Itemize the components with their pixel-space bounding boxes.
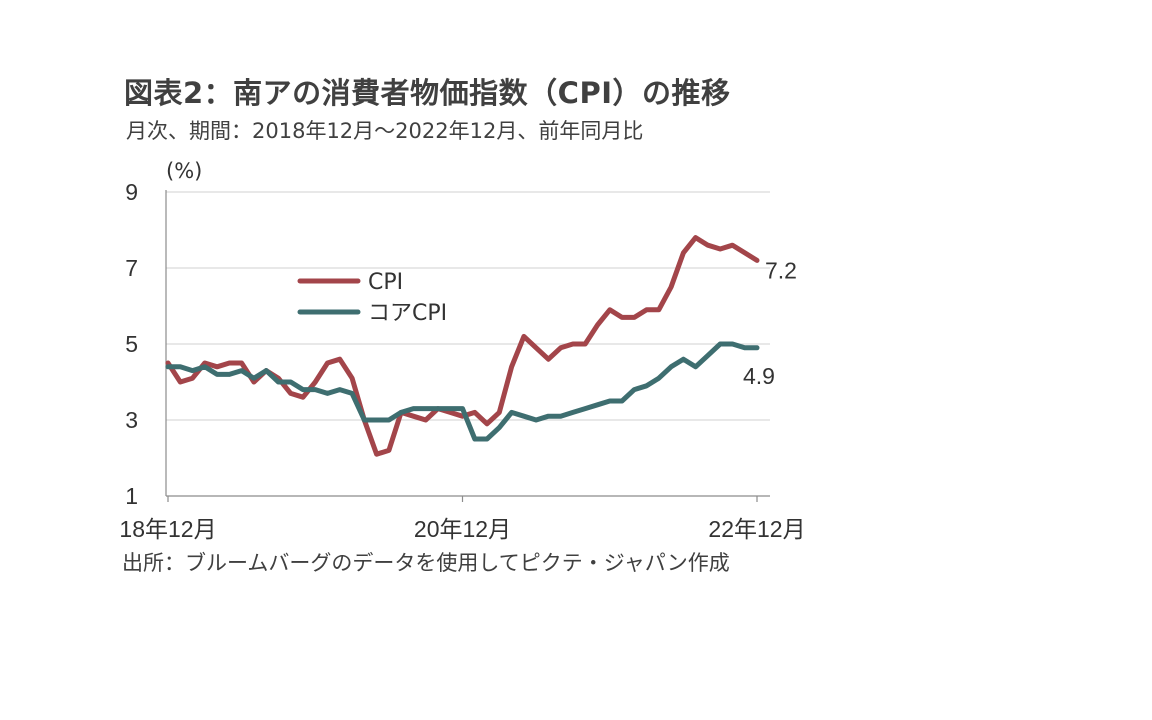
legend-label-cpi: CPI [368,270,403,295]
y-tick-labels: 1 3 5 7 9 [125,179,138,509]
legend-label-core-cpi: コアCPI [368,301,447,326]
source-note: 出所：ブルームバーグのデータを使用してピクテ・ジャパン作成 [122,551,730,575]
y-tick-9: 9 [125,179,138,205]
legend: CPI コアCPI [297,270,447,326]
end-label-core-cpi: 4.9 [743,363,775,389]
y-tick-7: 7 [125,255,138,281]
x-tick-labels: 18年12月 20年12月 22年12月 [119,516,805,542]
axes [165,190,770,502]
series-line-cpi [165,235,760,457]
y-tick-5: 5 [125,331,138,357]
gridlines [166,191,770,421]
chart-title: 図表2：南アの消費者物価指数（CPI）の推移 [124,76,731,110]
end-value-labels: 7.2 4.9 [743,257,797,388]
x-tick-label-2018-12: 18年12月 [119,516,216,542]
end-label-cpi: 7.2 [765,257,797,283]
x-tick-label-2022-12: 22年12月 [708,516,805,542]
y-tick-3: 3 [125,407,138,433]
chart-subtitle: 月次、期間：2018年12月～2022年12月、前年同月比 [126,119,644,143]
x-tick-label-2020-12: 20年12月 [414,516,511,542]
y-axis-unit-label: (%) [166,159,202,183]
y-tick-1: 1 [125,483,138,509]
series-lines [165,235,760,457]
series-line-core-cpi [165,341,760,442]
